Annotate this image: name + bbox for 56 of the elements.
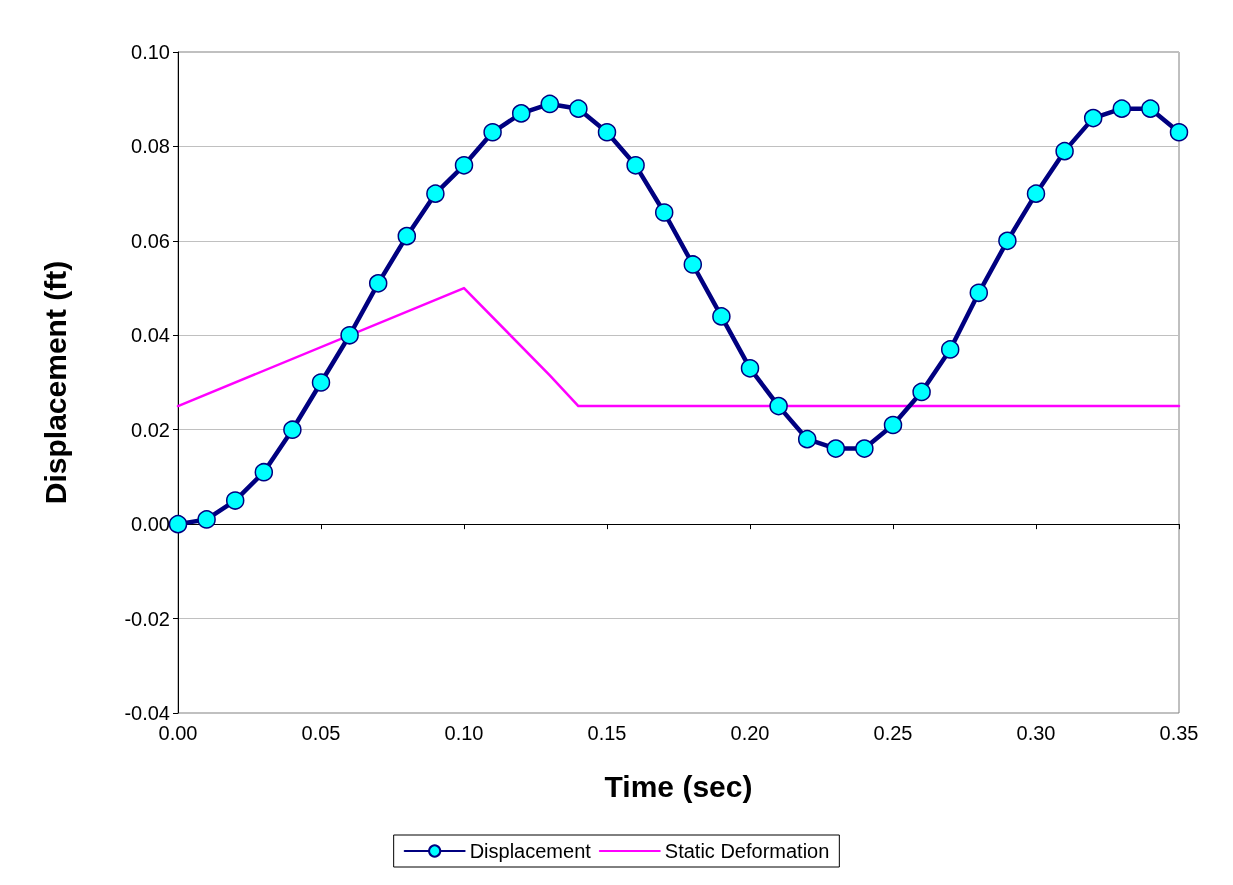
point: [540, 94, 560, 114]
x-tick-label: 0.15: [587, 722, 627, 744]
point: [368, 274, 388, 293]
x-tick-label: 0.35: [1159, 722, 1199, 744]
y-axis-title: Displacement (ft): [38, 260, 72, 505]
x-tick-label: 0.20: [730, 722, 770, 744]
point: [712, 307, 731, 326]
point: [683, 255, 703, 274]
point: [912, 382, 931, 402]
point: [254, 462, 274, 482]
point: [797, 429, 817, 449]
point: [855, 439, 874, 458]
legend-label: Static Deformation: [664, 840, 830, 862]
point: [826, 439, 846, 458]
x-tick-label: 0.30: [1016, 722, 1056, 744]
point: [340, 326, 359, 345]
point: [969, 283, 989, 303]
point: [454, 156, 474, 175]
legend-label: Displacement: [469, 840, 592, 862]
x-tick-label: 0.05: [301, 722, 341, 744]
point: [168, 514, 188, 534]
point: [597, 123, 617, 142]
x-tick-label: 0.10: [444, 722, 484, 744]
point: [1083, 108, 1103, 128]
y-tick-label: -0.02: [124, 607, 170, 630]
point: [940, 340, 960, 359]
point: [1141, 99, 1160, 118]
x-axis-title: Time (sec): [604, 769, 753, 803]
y-tick-label: 0.00: [131, 513, 170, 536]
y-tick-label: 0.08: [131, 135, 170, 158]
point: [483, 123, 502, 142]
y-tick-label: 0.04: [131, 324, 170, 347]
point: [769, 396, 788, 416]
point: [511, 104, 531, 123]
y-tick-label: -0.04: [124, 702, 170, 724]
point: [1055, 141, 1074, 161]
point: [311, 373, 331, 392]
point: [569, 99, 588, 118]
x-tick-label: 0.00: [158, 722, 198, 744]
y-tick-label: 0.06: [131, 229, 170, 252]
point: [1112, 99, 1132, 118]
point: [740, 359, 760, 378]
point: [654, 203, 674, 222]
point: [225, 491, 245, 510]
point: [883, 415, 903, 435]
x-tick-label: 0.25: [873, 722, 913, 744]
point: [998, 231, 1017, 251]
point: [197, 510, 216, 529]
point: [626, 156, 645, 175]
y-tick-label: 0.10: [131, 41, 170, 63]
point: [1169, 123, 1189, 142]
point: [397, 226, 417, 246]
y-tick-label: 0.02: [131, 418, 170, 441]
point: [426, 184, 445, 203]
point: [283, 420, 302, 439]
point: [1026, 184, 1046, 203]
